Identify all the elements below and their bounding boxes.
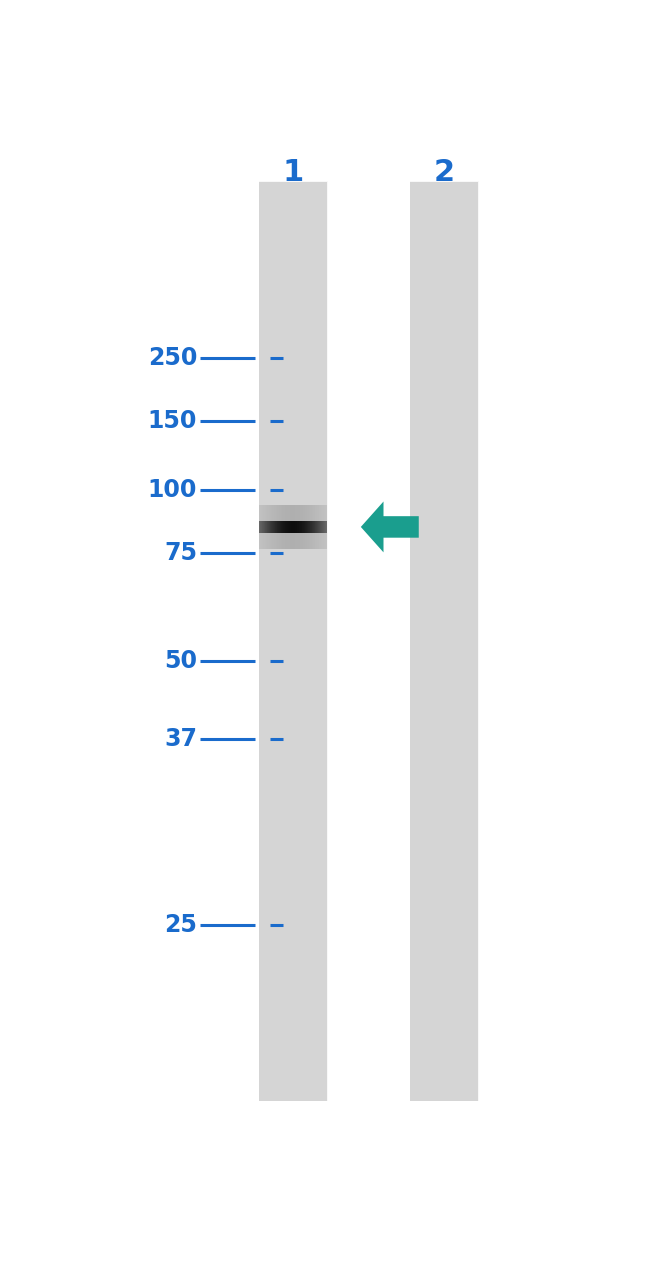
Text: 50: 50 bbox=[164, 649, 197, 673]
Text: 250: 250 bbox=[148, 345, 197, 370]
Text: 25: 25 bbox=[164, 913, 197, 937]
Text: 150: 150 bbox=[148, 409, 197, 433]
FancyArrow shape bbox=[361, 502, 419, 552]
Text: 75: 75 bbox=[164, 541, 197, 565]
Text: 37: 37 bbox=[164, 728, 197, 751]
Text: 100: 100 bbox=[148, 478, 197, 502]
Bar bbox=[410, 182, 478, 1101]
Bar bbox=[259, 182, 327, 1101]
Text: 2: 2 bbox=[434, 157, 454, 187]
Text: 1: 1 bbox=[282, 157, 304, 187]
